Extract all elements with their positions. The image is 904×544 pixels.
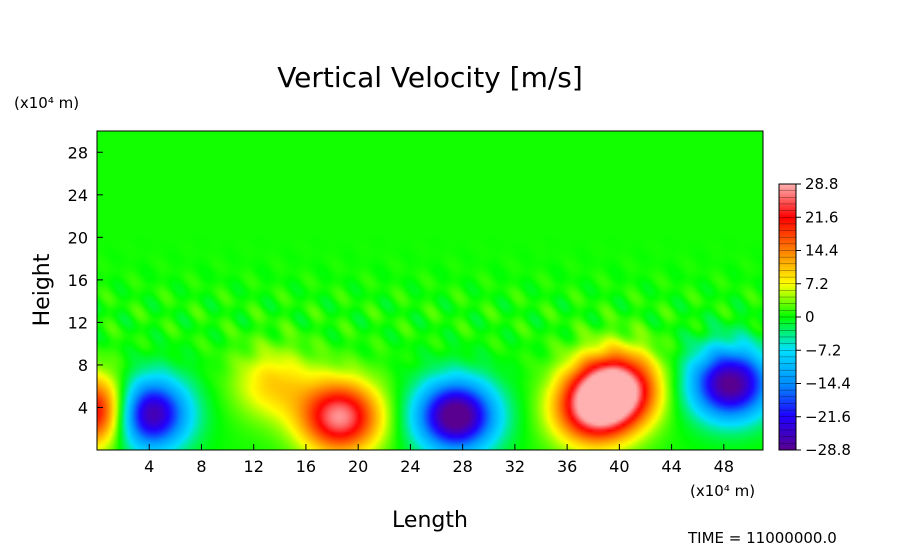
colorbar-tick-label: −14.4 [805,375,851,393]
y-tick-label: 12 [68,313,88,332]
y-axis-unit: (x10⁴ m) [14,94,79,112]
colorbar-tick-label: 14.4 [805,242,838,260]
y-tick-label: 16 [68,271,88,290]
colorbar-tick-label: 7.2 [805,275,829,293]
x-tick-label: 48 [714,457,734,476]
x-axis-unit: (x10⁴ m) [690,482,755,500]
x-tick-label: 36 [557,457,577,476]
colorbar-tick-label: 0 [805,308,815,326]
x-axis-ticks: 4 8 12 16 20 24 28 32 36 40 44 48 [144,444,734,476]
x-axis-label: Length [392,508,468,533]
y-axis-ticks: 4 8 12 16 20 24 28 [68,143,103,417]
colorbar-tick-label: 28.8 [805,175,838,193]
colorbar-tick-label: −7.2 [805,341,841,359]
colorbar-tick-label: −28.8 [805,441,851,459]
y-tick-label: 4 [78,398,88,417]
x-tick-label: 44 [661,457,681,476]
colorbar-tick-label: −21.6 [805,408,851,426]
time-label: TIME = 11000000.0 [687,529,837,544]
x-tick-label: 4 [144,457,154,476]
heatmap-field [97,131,763,450]
plot-frame [96,130,764,451]
x-tick-label: 8 [196,457,206,476]
x-tick-label: 24 [400,457,420,476]
colorbar-level-lines [779,190,796,444]
y-tick-label: 8 [78,356,88,375]
x-tick-label: 32 [505,457,525,476]
y-tick-label: 28 [68,143,88,162]
colorbar-tick-label: 21.6 [805,208,838,226]
x-tick-label: 28 [452,457,472,476]
colorbar-ticks: 28.8 21.6 14.4 7.2 0 −7.2 −14.4 −21.6 −28.8 [796,175,851,459]
chart-title: Vertical Velocity [m/s] [277,61,583,94]
x-tick-label: 20 [348,457,368,476]
y-axis-label: Height [30,253,55,326]
y-tick-label: 24 [68,186,88,205]
y-tick-label: 20 [68,228,88,247]
x-tick-label: 16 [296,457,316,476]
x-tick-label: 12 [244,457,264,476]
x-tick-label: 40 [609,457,629,476]
